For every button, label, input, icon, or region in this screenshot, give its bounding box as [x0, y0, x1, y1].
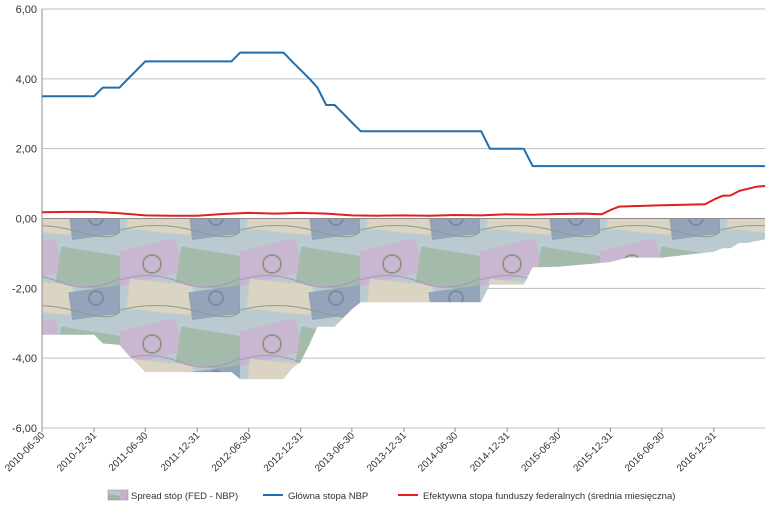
y-tick-label: 4,00: [16, 74, 37, 86]
x-tick-label: 2010-12-31: [55, 430, 99, 474]
legend-item-nbp: Główna stopa NBP: [263, 491, 368, 502]
x-axis-ticks: 2010-06-30 2010-12-31 2011-06-30 2011-12-31…: [3, 428, 719, 474]
spread-area: [42, 218, 765, 380]
y-tick-label: 2,00: [16, 144, 37, 156]
y-tick-label: -6,00: [12, 423, 37, 435]
legend-swatch-spread: [107, 489, 129, 501]
nbp-rate-line: [42, 51, 765, 168]
x-tick-label: 2012-12-31: [262, 430, 306, 474]
legend-label-spread: Spread stóp (FED - NBP): [131, 491, 238, 502]
legend-label-fed: Efektywna stopa funduszy federalnych (śr…: [423, 491, 675, 502]
axes: [41, 9, 765, 428]
series-lines: [41, 51, 766, 217]
x-tick-label: 2014-12-31: [468, 430, 512, 474]
legend-label-nbp: Główna stopa NBP: [288, 491, 368, 502]
x-tick-label: 2015-06-30: [519, 430, 563, 474]
y-tick-label: 6,00: [16, 4, 37, 16]
x-tick-label: 2013-06-30: [313, 430, 357, 474]
legend: Spread stóp (FED - NBP) Główna stopa NBP…: [107, 489, 675, 502]
x-tick-label: 2011-12-31: [159, 430, 203, 474]
x-tick-label: 2012-06-30: [210, 430, 254, 474]
x-tick-label: 2015-12-31: [572, 430, 616, 474]
fed-rate-line: [41, 185, 766, 217]
legend-item-spread: Spread stóp (FED - NBP): [107, 489, 238, 502]
x-tick-label: 2016-06-30: [623, 430, 667, 474]
y-tick-label: 0,00: [16, 214, 37, 226]
x-tick-label: 2016-12-31: [675, 430, 719, 474]
legend-item-fed: Efektywna stopa funduszy federalnych (śr…: [398, 491, 675, 502]
spread-area-layer: [42, 218, 765, 380]
x-tick-label: 2011-06-30: [107, 430, 151, 474]
y-axis-ticks: 6,00 4,00 2,00 0,00 -2,00 -4,00 -6,00: [12, 4, 37, 435]
y-tick-label: -4,00: [12, 353, 37, 365]
x-tick-label: 2014-06-30: [416, 430, 460, 474]
x-tick-label: 2013-12-31: [365, 430, 409, 474]
x-tick-label: 2010-06-30: [3, 430, 47, 474]
y-tick-label: -2,00: [12, 283, 37, 295]
